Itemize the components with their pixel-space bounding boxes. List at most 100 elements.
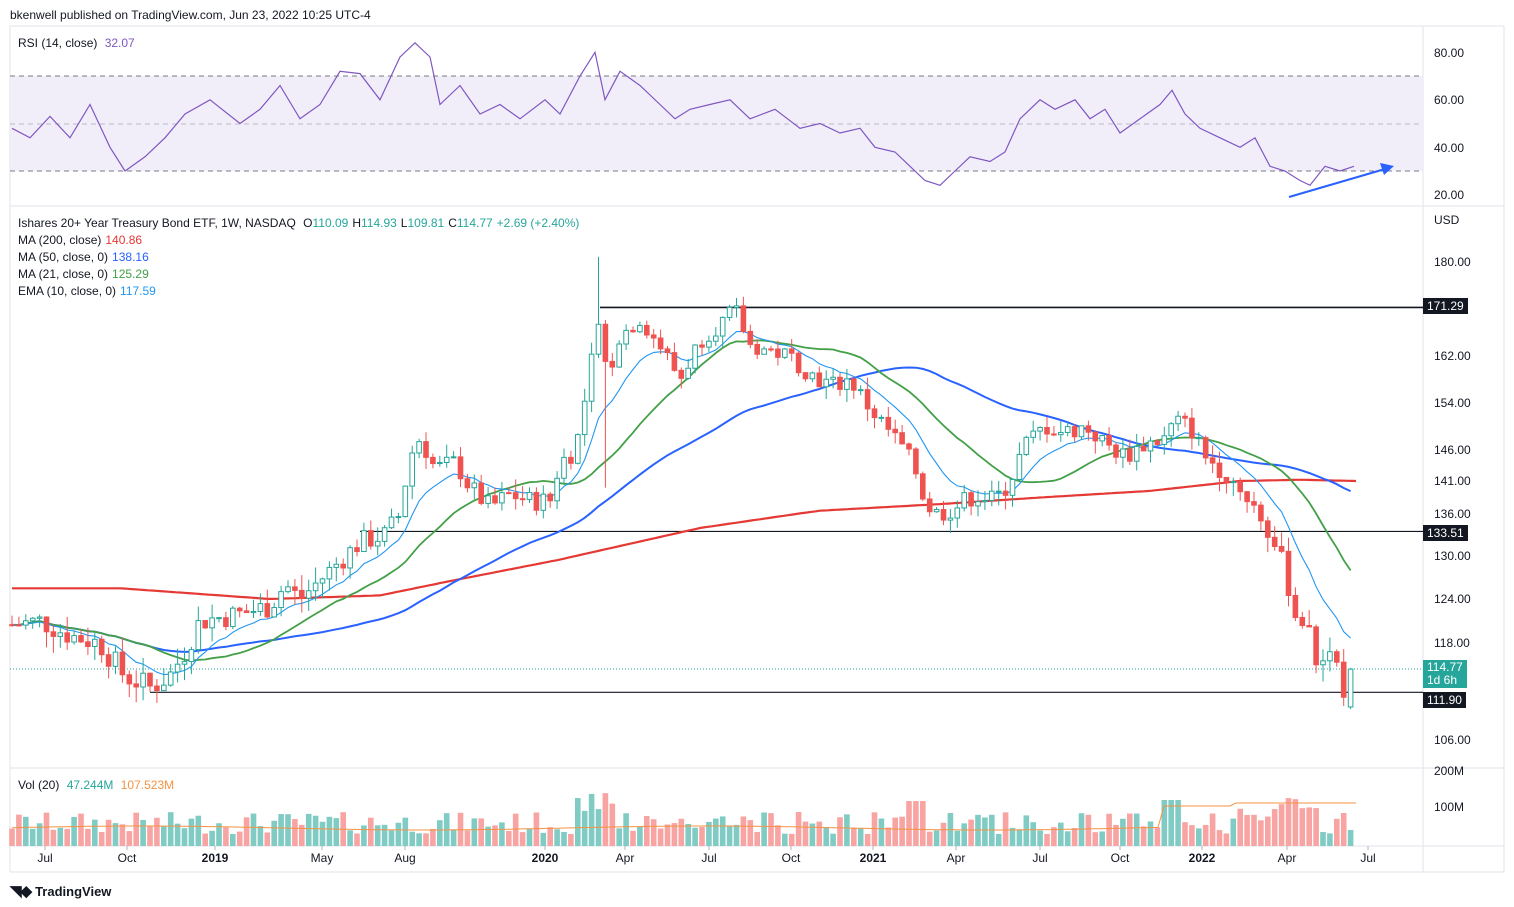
volume-bar [1175, 800, 1181, 846]
candle-body [1285, 550, 1292, 596]
candle-body [719, 316, 726, 337]
candle-body [492, 495, 498, 504]
volume-bar [609, 803, 616, 846]
volume-bar [126, 831, 133, 846]
volume-bar [512, 813, 519, 846]
candle-body [354, 547, 360, 553]
volume-bar [968, 819, 974, 846]
candle-body [1092, 431, 1099, 442]
candle-body [195, 620, 202, 651]
ma200-legend[interactable]: MA (200, close) 140.86 [18, 233, 146, 247]
candle-body [368, 530, 374, 547]
candles [9, 256, 1354, 710]
volume-bar [464, 830, 471, 846]
candle-body [361, 530, 367, 553]
volume-legend[interactable]: Vol (20) 47.244M 107.523M [18, 778, 178, 792]
candle-body [754, 343, 761, 355]
candle-body [312, 582, 319, 592]
tradingview-brand[interactable]: ◥◆ TradingView [10, 882, 111, 900]
candle-body [657, 337, 664, 350]
volume-bar [1051, 827, 1057, 846]
volume-bar [1161, 800, 1168, 846]
volume-bar [671, 823, 678, 846]
rsi-value: 32.07 [104, 36, 135, 50]
ma50-line [11, 366, 1352, 653]
price-tick: 180.00 [1434, 255, 1471, 269]
ema10-legend[interactable]: EMA (10, close, 0) 117.59 [18, 284, 160, 298]
candle-body [616, 343, 623, 368]
volume-bar [202, 833, 208, 846]
volume-bar [1278, 804, 1285, 846]
volume-bar [167, 812, 174, 846]
volume-bar [92, 819, 98, 846]
candle-body [395, 516, 402, 519]
rsi-tick-40: 40.00 [1434, 141, 1464, 155]
candle-body [147, 672, 153, 687]
candle-body [9, 624, 15, 627]
last-price-tag: 114.77 1d 6h [1423, 660, 1467, 688]
rsi-legend[interactable]: RSI (14, close) 32.07 [18, 36, 139, 50]
candle-body [1196, 437, 1202, 440]
time-tick: 2022 [1189, 851, 1216, 865]
candle-body [685, 367, 692, 379]
volume-bar [1230, 818, 1237, 846]
candle-body [209, 617, 215, 629]
candle-body [1085, 425, 1092, 433]
vol-tick-200m: 200M [1434, 764, 1464, 778]
candle-body [1016, 453, 1023, 480]
candle-body [1313, 626, 1319, 666]
close-value: 114.77 [456, 216, 493, 230]
volume-bar [719, 816, 726, 846]
candle-body [216, 617, 222, 620]
vol-tick-100m: 100M [1434, 800, 1464, 814]
volume-bar [271, 820, 277, 846]
low-label: L [400, 216, 408, 230]
volume-bar [478, 818, 484, 846]
volume-bar [71, 816, 77, 846]
volume-bar [678, 818, 685, 846]
volume-bar [1085, 814, 1092, 846]
candle-body [830, 376, 836, 380]
volume-bar [57, 827, 64, 846]
volume-bar [188, 818, 195, 846]
volume-bar [1334, 818, 1340, 846]
candle-body [595, 323, 602, 355]
candle-body [885, 416, 892, 430]
volume-bar [823, 827, 829, 846]
volume-bar [1202, 824, 1209, 846]
volume-bar [1030, 822, 1036, 846]
ma50-value: 138.16 [112, 250, 149, 264]
candle-body [181, 661, 188, 665]
time-tick: 2019 [202, 851, 229, 865]
candle-body [747, 330, 754, 345]
candle-body [243, 610, 250, 614]
volume-bar [499, 822, 505, 846]
volume-bar [657, 828, 664, 846]
volume-bar [354, 833, 360, 846]
volume-bar [961, 823, 967, 846]
volume-bar [1237, 808, 1243, 846]
volume-bar [195, 815, 202, 846]
candle-body [637, 324, 643, 333]
candle-body [512, 492, 519, 500]
candle-body [878, 416, 885, 419]
low-value: 109.81 [407, 216, 445, 230]
price-legend[interactable]: Ishares 20+ Year Treasury Bond ETF, 1W, … [18, 216, 587, 230]
candle-body [423, 441, 429, 458]
volume-bar [471, 818, 478, 846]
volume-bar [547, 827, 553, 846]
ma50-legend[interactable]: MA (50, close, 0) 138.16 [18, 250, 153, 264]
candle-body [257, 603, 264, 613]
volume-bar [1064, 831, 1071, 846]
ma21-legend[interactable]: MA (21, close, 0) 125.29 [18, 267, 153, 281]
candle-body [1078, 425, 1085, 438]
candle-body [333, 563, 340, 568]
candle-body [85, 641, 91, 647]
level-tag-111: 111.90 [1423, 692, 1466, 708]
volume-bar [1306, 807, 1312, 846]
rsi-line [11, 41, 1355, 187]
candle-body [1037, 426, 1043, 432]
rsi-pane: 80.00 60.00 40.00 20.00 [10, 41, 1464, 202]
volume-bar [1009, 827, 1016, 846]
